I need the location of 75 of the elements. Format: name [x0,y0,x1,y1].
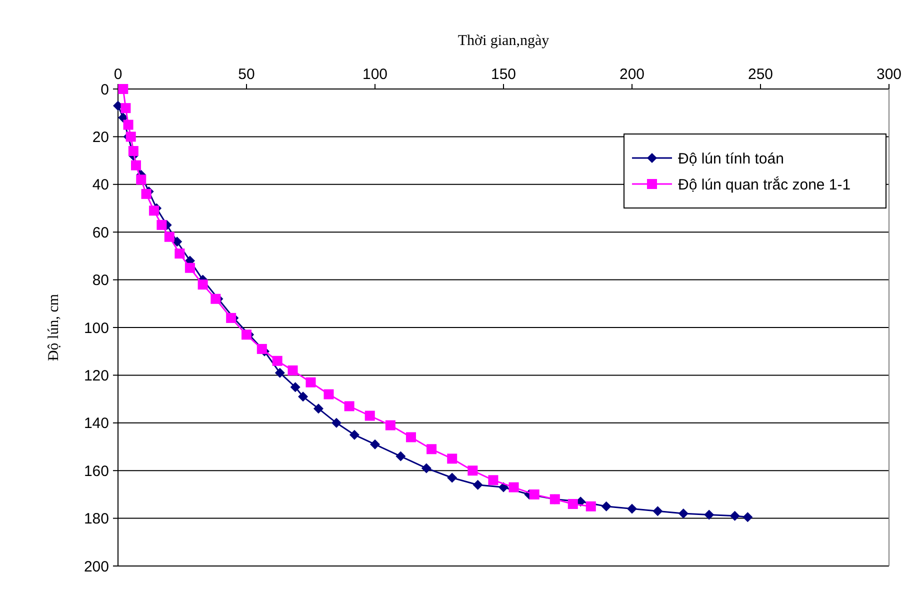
point [601,501,612,512]
point [128,146,138,156]
point [472,480,483,490]
legend-label: Độ lún quan trắc zone 1-1 [678,175,851,194]
point [290,382,300,392]
y-tick-label: 160 [84,462,109,480]
y-tick-label: 60 [92,224,109,242]
y-tick-label: 100 [84,320,109,337]
point [447,472,458,483]
y-tick-label: 80 [92,272,109,290]
point [331,418,342,428]
y-tick-label: 120 [84,367,109,384]
point [586,501,596,512]
x-tick-label: 50 [238,66,255,83]
point [136,174,146,185]
point [156,220,167,230]
point [426,444,437,454]
point [198,280,208,290]
point [385,420,396,430]
point [678,508,688,519]
point [123,120,134,130]
point [344,401,354,412]
point [313,404,324,414]
x-tick-label: 250 [748,66,774,83]
point [126,132,136,142]
point [421,463,432,474]
point [730,510,740,521]
point [272,356,282,366]
point [130,160,141,170]
x-tick-label: 200 [619,66,645,83]
point [298,392,308,402]
y-tick-label: 200 [84,558,109,576]
y-tick-label: 180 [84,510,109,528]
point [174,248,185,259]
point [652,506,663,516]
point [148,206,159,216]
point [447,454,458,464]
point [210,294,221,304]
point [118,84,128,94]
point [184,262,195,273]
y-tick-label: 140 [84,415,109,432]
point [742,512,753,522]
legend-label: Độ lún tính toán [678,150,784,168]
point [498,482,508,492]
point [396,451,406,462]
y-tick-label: 20 [92,128,109,146]
point [370,439,380,450]
point [288,365,298,376]
x-tick-label: 300 [876,66,902,83]
point [141,188,152,199]
point [349,430,360,440]
y-tick-label: 40 [92,176,109,194]
point [164,232,174,242]
x-tick-label: 0 [114,66,122,83]
point [406,432,416,442]
point [274,368,285,378]
point [488,475,498,486]
x-tick-label: 150 [490,66,516,83]
point [508,482,519,492]
y-axis-title: Độ lún, cm [46,294,62,362]
y-tick-label: 0 [100,81,109,98]
point [242,330,252,340]
point [120,103,131,114]
point [364,410,375,421]
point [324,389,334,400]
point [256,344,267,354]
point [529,489,540,500]
point [468,466,478,476]
point [568,498,578,509]
point [226,312,236,323]
point [306,377,316,388]
point [627,504,637,514]
x-tick-label: 100 [362,66,388,83]
x-axis-title: Thời gian,ngày [458,33,550,49]
point [704,510,714,520]
